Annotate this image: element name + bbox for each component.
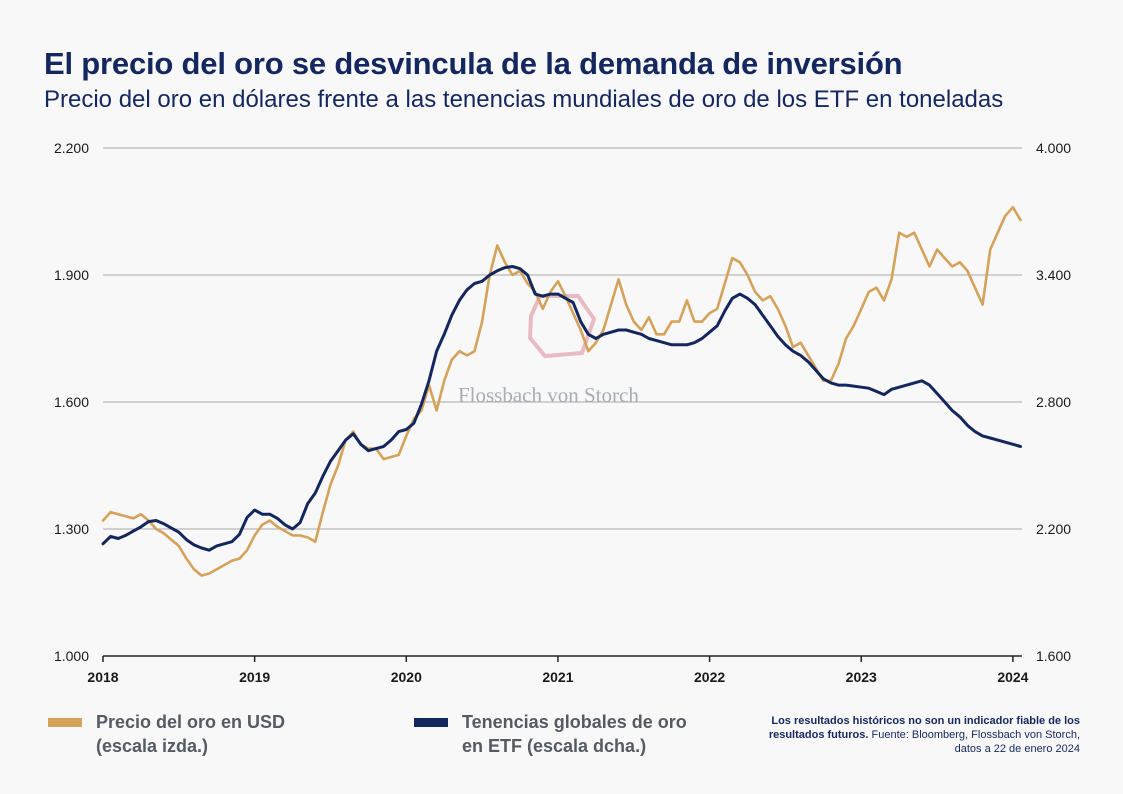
source-text: Fuente: Bloomberg, Flossbach von Storch,… bbox=[871, 729, 1081, 755]
x-tick-label: 2019 bbox=[239, 669, 270, 685]
y-right-tick-label: 2.200 bbox=[1036, 521, 1071, 537]
watermark: Flossbach von Storch bbox=[458, 294, 639, 407]
y-left-tick-label: 1.600 bbox=[54, 394, 89, 410]
legend-label-line1: Precio del oro en USD bbox=[96, 712, 286, 732]
y-left-tick-label: 2.200 bbox=[54, 140, 89, 156]
x-tick-label: 2021 bbox=[542, 669, 573, 685]
x-tick-label: 2020 bbox=[391, 669, 422, 685]
x-tick-label: 2024 bbox=[997, 669, 1028, 685]
x-tick-label: 2022 bbox=[694, 669, 725, 685]
chart-subtitle: Precio del oro en dólares frente a las t… bbox=[44, 86, 1004, 113]
source-note: Los resultados históricos no son un indi… bbox=[760, 714, 1080, 756]
y-left-tick-label: 1.300 bbox=[54, 521, 89, 537]
series bbox=[101, 206, 1022, 577]
watermark-logo bbox=[527, 294, 597, 359]
y-right-tick-label: 3.400 bbox=[1036, 267, 1071, 283]
y-right-tick-label: 2.800 bbox=[1036, 394, 1071, 410]
chart-title: El precio del oro se desvincula de la de… bbox=[44, 46, 903, 81]
etf-holdings-line bbox=[101, 265, 1022, 552]
gridlines bbox=[103, 147, 1022, 530]
legend-swatch-gold bbox=[48, 718, 82, 727]
legend-item-gold: Precio del oro en USD (escala izda.) bbox=[48, 710, 356, 758]
legend-swatch-etf bbox=[414, 718, 448, 727]
legend-item-etf: Tenencias globales de oro en ETF (escala… bbox=[414, 710, 722, 758]
legend-label-line2: (escala izda.) bbox=[96, 736, 209, 756]
y-left-tick-label: 1.000 bbox=[54, 648, 89, 664]
y-right-tick-label: 4.000 bbox=[1036, 140, 1071, 156]
y-left-tick-label: 1.900 bbox=[54, 267, 89, 283]
gold-price-line bbox=[101, 206, 1022, 577]
y-right-tick-label: 1.600 bbox=[1036, 648, 1071, 664]
legend-label-line1: Tenencias globales de oro bbox=[462, 712, 687, 732]
legend-label-line2: en ETF (escala dcha.) bbox=[462, 736, 647, 756]
axes: 1.000 1.600 1.300 2.200 1.600 2.800 1.900 3.400… bbox=[54, 140, 1071, 685]
disclaimer-text: Los resultados históricos no son un indi… bbox=[768, 715, 1080, 741]
x-tick-label: 2018 bbox=[87, 669, 118, 685]
x-tick-label: 2023 bbox=[846, 669, 877, 685]
watermark-text: Flossbach von Storch bbox=[458, 383, 639, 407]
